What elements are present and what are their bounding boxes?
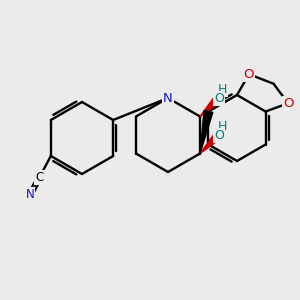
Text: O: O <box>244 68 254 81</box>
Text: O: O <box>214 129 224 142</box>
Text: O: O <box>214 92 224 105</box>
Polygon shape <box>200 95 221 116</box>
Text: N: N <box>26 188 34 201</box>
Polygon shape <box>200 111 213 154</box>
Text: N: N <box>163 92 173 104</box>
Text: H: H <box>218 82 227 96</box>
Text: H: H <box>218 120 227 133</box>
Text: C: C <box>35 171 44 184</box>
Text: O: O <box>283 97 293 110</box>
Polygon shape <box>200 132 221 154</box>
